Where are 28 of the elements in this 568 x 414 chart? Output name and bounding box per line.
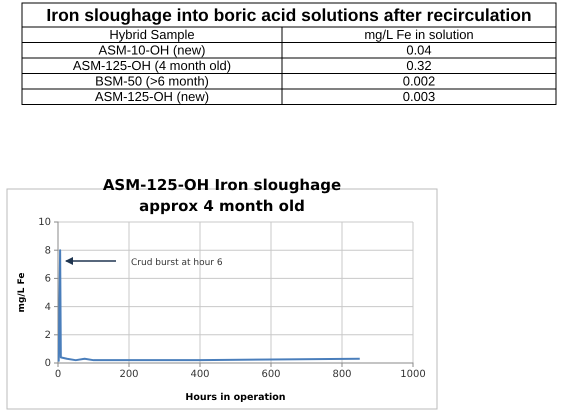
y-tick-label: 4 <box>44 302 51 313</box>
chart-title: ASM-125-OH Iron sloughage approx 4 month old <box>102 176 342 215</box>
data-label: 0.32 <box>406 58 432 73</box>
text: mg/L Fe in solution <box>364 27 474 42</box>
data-label: 0.002 <box>402 74 436 88</box>
annotation: Crud burst at hour 6 <box>131 258 223 268</box>
x-axis-title: Hours in operation <box>185 392 286 403</box>
x-tick-label: 1000 <box>400 369 426 380</box>
y-axis-title: mg/L Fe <box>17 272 27 312</box>
y-tick-label: 10 <box>38 217 51 228</box>
x-tick-label: 800 <box>332 369 352 380</box>
text: Hybrid Sample <box>109 27 195 42</box>
category-label: ASM-125-OH (4 month old) <box>72 58 232 73</box>
x-tick-label: 0 <box>54 369 62 380</box>
x-tick-label: 200 <box>119 369 139 380</box>
data-label: 0.003 <box>402 89 436 104</box>
y-tick-label: 0 <box>44 358 51 370</box>
data-label: 0.04 <box>406 42 432 58</box>
x-tick-label: 600 <box>261 369 281 380</box>
text: Iron sloughage into boric acid solutions after recirculation <box>46 5 532 25</box>
x-tick-label: 400 <box>190 369 210 380</box>
y-tick-label: 8 <box>44 245 51 256</box>
category-label: ASM-10-OH (new) <box>98 42 206 58</box>
category-label: ASM-125-OH (new) <box>94 89 210 104</box>
category-label: BSM-50 (>6 month) <box>95 74 209 88</box>
y-tick-label: 2 <box>44 330 51 341</box>
y-tick-label: 6 <box>44 274 51 285</box>
line-series <box>58 249 361 363</box>
